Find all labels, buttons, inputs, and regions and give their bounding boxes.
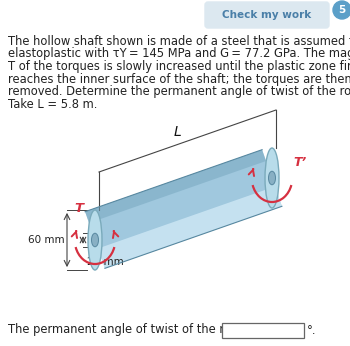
Polygon shape bbox=[85, 150, 282, 268]
Text: 5: 5 bbox=[338, 5, 346, 15]
Text: 25 mm: 25 mm bbox=[87, 257, 124, 267]
Polygon shape bbox=[98, 186, 282, 268]
Polygon shape bbox=[85, 150, 266, 223]
Ellipse shape bbox=[268, 171, 275, 185]
FancyBboxPatch shape bbox=[222, 322, 304, 337]
Text: Check my work: Check my work bbox=[222, 10, 312, 20]
Ellipse shape bbox=[265, 148, 279, 208]
Text: T’: T’ bbox=[293, 156, 306, 170]
Text: The hollow shaft shown is made of a steel that is assumed to be: The hollow shaft shown is made of a stee… bbox=[8, 35, 350, 48]
Text: elastoplastic with τY = 145 MPa and G = 77.2 GPa. The magnitude: elastoplastic with τY = 145 MPa and G = … bbox=[8, 47, 350, 61]
Text: Take L = 5.8 m.: Take L = 5.8 m. bbox=[8, 98, 97, 110]
Circle shape bbox=[333, 1, 350, 19]
Text: 60 mm: 60 mm bbox=[28, 235, 65, 245]
FancyBboxPatch shape bbox=[205, 2, 329, 28]
Ellipse shape bbox=[88, 210, 102, 270]
Text: T of the torques is slowly increased until the plastic zone first: T of the torques is slowly increased unt… bbox=[8, 60, 350, 73]
Text: °.: °. bbox=[307, 324, 316, 337]
Text: The permanent angle of twist of the rod is: The permanent angle of twist of the rod … bbox=[8, 324, 251, 337]
Text: T: T bbox=[74, 202, 83, 215]
Ellipse shape bbox=[91, 233, 98, 247]
Text: L: L bbox=[174, 125, 181, 139]
Text: reaches the inner surface of the shaft; the torques are then: reaches the inner surface of the shaft; … bbox=[8, 73, 350, 85]
Text: removed. Determine the permanent angle of twist of the rod.: removed. Determine the permanent angle o… bbox=[8, 85, 350, 98]
